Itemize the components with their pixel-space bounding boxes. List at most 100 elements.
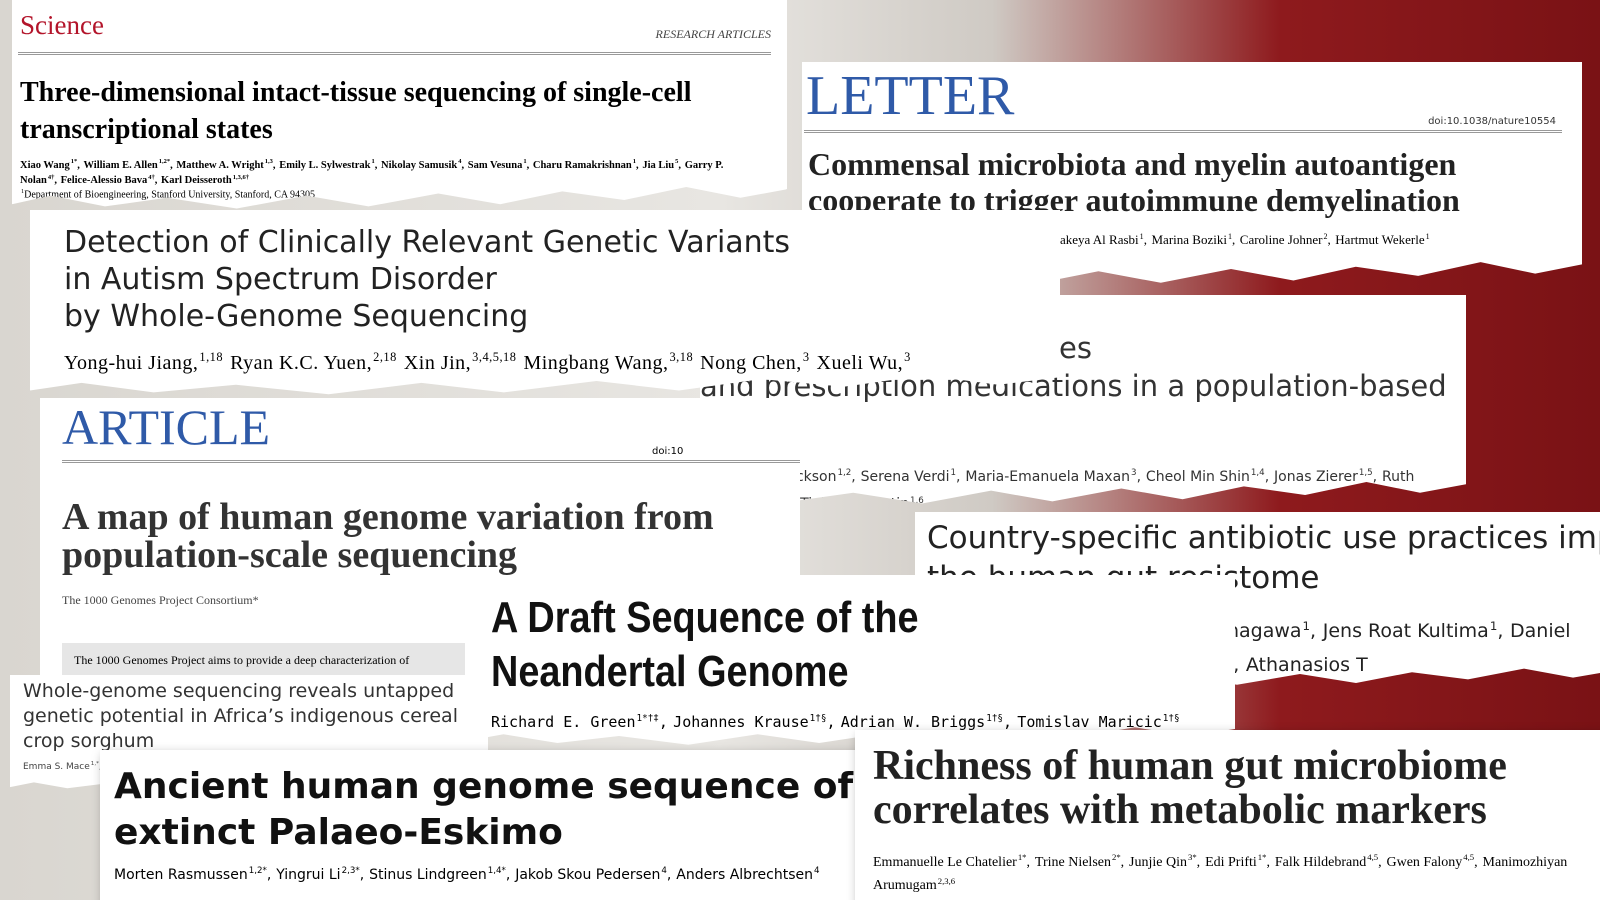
author: Felice-Alessio Bava4†, bbox=[61, 174, 158, 187]
author-note: 2* bbox=[1111, 852, 1121, 862]
author-note: 1 bbox=[1139, 232, 1144, 241]
separator: , bbox=[826, 713, 836, 731]
author: Athanasios T bbox=[1246, 654, 1368, 676]
author-name: Yong-hui Jiang, bbox=[64, 351, 199, 374]
separator: , bbox=[1196, 854, 1201, 870]
author: Zakeya Al Rasbi1, bbox=[1052, 232, 1147, 247]
separator: , bbox=[1136, 468, 1142, 485]
separator: , bbox=[1497, 620, 1504, 643]
author-name: Richard E. Green bbox=[491, 713, 636, 731]
author-name: Athanasios T bbox=[1245, 653, 1368, 676]
author-name: Manimozhiyan Arumugam bbox=[873, 854, 1568, 894]
author: Mingbang Wang,3,18 bbox=[523, 350, 694, 374]
author: Falk Hildebrand4,5, bbox=[1275, 852, 1382, 870]
separator: , bbox=[1474, 854, 1478, 870]
title-line: crop sorghum bbox=[23, 730, 155, 752]
author-name: Xueli Wu, bbox=[816, 351, 904, 374]
author-note: 4 bbox=[661, 866, 667, 876]
authors: Richard E. Green1*†‡, Johannes Krause1†§,… bbox=[491, 713, 1185, 731]
separator: , bbox=[1233, 653, 1240, 676]
title-line: A map of human genome variation from bbox=[62, 496, 714, 538]
author: Cheol Min Shin1,4, bbox=[1146, 468, 1270, 485]
author-note: 1 bbox=[1425, 232, 1430, 241]
author-note: 4† bbox=[47, 173, 55, 181]
separator: , bbox=[154, 175, 158, 186]
author-name: Johannes Krause bbox=[673, 713, 809, 731]
author-note: 1,6 bbox=[909, 495, 924, 506]
author: Karl Deisseroth1,3,6† bbox=[161, 174, 249, 187]
author-note: 4,5 bbox=[1463, 852, 1475, 862]
author-note: 1†§ bbox=[986, 713, 1004, 724]
author-note: 1†§ bbox=[1162, 713, 1180, 724]
author: Edi Prifti1*, bbox=[1205, 852, 1270, 870]
author: Xin Jin,3,4,5,18 bbox=[403, 350, 517, 374]
author-note: 4 bbox=[458, 158, 462, 165]
separator: , bbox=[1327, 232, 1331, 248]
author: Jakob Skou Pedersen4, bbox=[515, 866, 671, 883]
separator: , bbox=[170, 159, 173, 171]
author-note: 5 bbox=[675, 158, 679, 165]
author-note: 1 bbox=[1227, 232, 1232, 241]
separator: , bbox=[526, 159, 530, 171]
author-note: 1,18 bbox=[199, 350, 224, 364]
title-line: population-scale sequencing bbox=[62, 534, 518, 576]
separator: , bbox=[359, 866, 365, 883]
author-name: Gwen Falony bbox=[1386, 854, 1463, 870]
title-line: Whole-genome sequencing reveals untapped bbox=[23, 680, 455, 702]
author: Morten Rasmussen1,2*, bbox=[114, 866, 271, 883]
author: Xiao Wang1*, bbox=[20, 158, 80, 171]
section: RESEARCH ARTICLES bbox=[655, 27, 771, 41]
author: Xueli Wu,3 bbox=[816, 350, 911, 374]
label: LETTER bbox=[806, 65, 1015, 127]
authors: Xiao Wang1*, William E. Allen1,2*, Matthew… bbox=[20, 156, 780, 187]
author-name: Hartmut Wekerle bbox=[1335, 232, 1425, 248]
author: Sam Vesuna1, bbox=[468, 158, 530, 171]
clipping: A Draft Sequence of the Neandertal Genome… bbox=[465, 575, 1235, 745]
author: Gwen Falony4,5, bbox=[1386, 852, 1478, 870]
title: A map of human genome variation from popu… bbox=[62, 498, 714, 574]
separator: , bbox=[1264, 468, 1270, 485]
title-line: by Whole-Genome Sequencing bbox=[64, 299, 529, 334]
clipping: Ancient human genome sequence of an extin… bbox=[100, 750, 860, 900]
author: Adrian W. Briggs1†§, bbox=[841, 713, 1012, 731]
title: Three-dimensional intact-tissue sequenci… bbox=[20, 74, 691, 148]
title-line: Country-specific antibiotic use practice… bbox=[927, 520, 1600, 556]
author-name: Ryan K.C. Yuen, bbox=[230, 351, 373, 374]
clipping: Detection of Clinically Relevant Genetic… bbox=[30, 210, 1060, 395]
author-name: Karl Deisseroth bbox=[161, 175, 232, 186]
affiliation-note: 1 bbox=[21, 188, 25, 195]
separator: , bbox=[1003, 713, 1013, 731]
author-name: Xin Jin, bbox=[403, 351, 472, 374]
author: Yong-hui Jiang,1,18 bbox=[64, 350, 224, 374]
affiliation: 1Department of Bioengineering, Stanford … bbox=[20, 188, 315, 200]
title-line: A Draft Sequence of the bbox=[491, 593, 919, 642]
separator: , bbox=[1026, 854, 1031, 870]
author-name: Anders Albrechtsen bbox=[676, 866, 813, 883]
author: Hartmut Wekerle1 bbox=[1335, 232, 1429, 247]
authors: Emmanuelle Le Chatelier1*, Trine Nielsen2… bbox=[873, 848, 1600, 895]
author-name: Nong Chen, bbox=[700, 351, 802, 374]
author-note: 3,18 bbox=[669, 350, 694, 364]
separator: , bbox=[1372, 468, 1378, 485]
author-note: 1,3 bbox=[264, 158, 273, 165]
author-name: Serena Verdi bbox=[860, 468, 950, 485]
author: Charu Ramakrishnan1, bbox=[532, 158, 639, 171]
abstract: The 1000 Genomes Project aims to provide… bbox=[74, 653, 410, 667]
author-name: Emily L. Sylwestrak bbox=[279, 159, 371, 171]
journal: Science bbox=[20, 10, 104, 40]
author: Emma S. Mace1,*, bbox=[23, 761, 102, 772]
author-note: 3 bbox=[802, 350, 810, 364]
author-note: 1* bbox=[70, 158, 78, 165]
authors: Matthew A. Jackson1,2,Serena Verdi1,Mari… bbox=[700, 461, 1440, 506]
author-name: Charu Ramakrishnan bbox=[532, 159, 632, 171]
title-line: correlates with metabolic markers bbox=[873, 787, 1487, 833]
separator: , bbox=[505, 866, 511, 883]
author: Anders Albrechtsen4 bbox=[676, 866, 819, 883]
title-line: transcriptional states bbox=[20, 114, 273, 145]
author: Jia Liu5, bbox=[642, 158, 681, 171]
author: Tomislav Maricic1†§ bbox=[1017, 713, 1179, 731]
author-note: 4,5 bbox=[1367, 852, 1379, 862]
title: Ancient human genome sequence of an extin… bbox=[114, 764, 860, 856]
title: A Draft Sequence of the Neandertal Genome bbox=[491, 591, 919, 699]
title: Whole-genome sequencing reveals untapped… bbox=[23, 679, 458, 754]
